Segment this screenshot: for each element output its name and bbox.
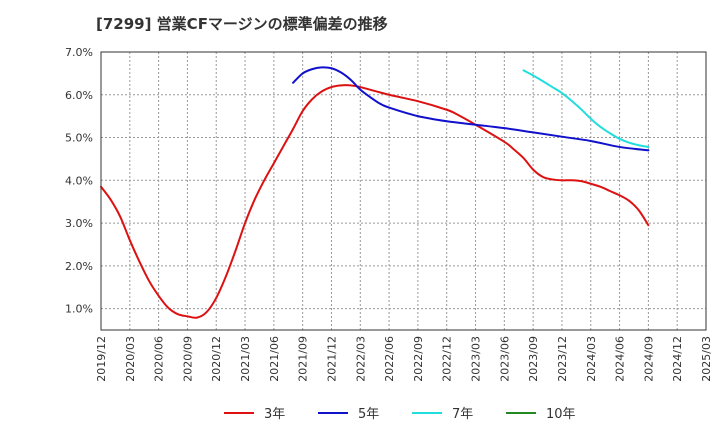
x-axis-ticks: 2019/12 2020/03 2020/06 2020/09 2020/12 2021/… [95,336,713,382]
x-tick-label: 2024/03 [585,336,598,382]
y-tick-label: 7.0% [65,46,93,59]
legend-label-2: 5年 [358,407,379,422]
x-tick-label: 2022/03 [354,336,367,382]
x-tick-label: 2024/09 [642,336,655,382]
x-tick-label: 2023/06 [498,336,511,382]
x-tick-label: 2023/09 [527,336,540,382]
series-line-3 [522,69,650,148]
x-tick-label: 2021/12 [325,336,338,382]
x-tick-label: 2021/03 [239,336,252,382]
x-tick-label: 2021/06 [268,336,281,382]
series-line-1 [100,84,650,319]
x-tick-label: 2022/06 [383,336,396,382]
series-lines [100,66,650,319]
x-tick-label: 2019/12 [95,336,108,382]
x-tick-label: 2024/06 [614,336,627,382]
x-tick-label: 2023/12 [556,336,569,382]
y-tick-label: 6.0% [65,89,93,102]
y-tick-label: 2.0% [65,260,93,273]
x-tick-label: 2022/12 [441,336,454,382]
legend-label-4: 10年 [546,407,576,422]
x-tick-label: 2024/12 [671,336,684,382]
x-tick-label: 2020/09 [181,336,194,382]
x-tick-label: 2022/09 [412,336,425,382]
x-tick-label: 2025/03 [700,336,713,382]
legend-label-3: 7年 [452,407,473,422]
x-tick-label: 2023/03 [470,336,483,382]
y-tick-label: 3.0% [65,217,93,230]
y-tick-label: 5.0% [65,132,93,145]
plot-area [101,52,706,330]
x-tick-label: 2021/09 [297,336,310,382]
y-axis-ticks: 1.0% 2.0% 3.0% 4.0% 5.0% 6.0% 7.0% [65,46,93,316]
x-tick-label: 2020/12 [210,336,223,382]
plot-frame [100,51,707,331]
y-tick-label: 4.0% [65,174,93,187]
y-tick-label: 1.0% [65,303,93,316]
series-line-2 [292,66,650,152]
x-tick-label: 2020/03 [124,336,137,382]
x-tick-label: 2020/06 [153,336,166,382]
legend: 3年 5年 7年 10年 [224,407,576,422]
legend-label-1: 3年 [264,407,285,422]
chart-title: [7299] 営業CFマージンの標準偏差の推移 [96,15,388,33]
